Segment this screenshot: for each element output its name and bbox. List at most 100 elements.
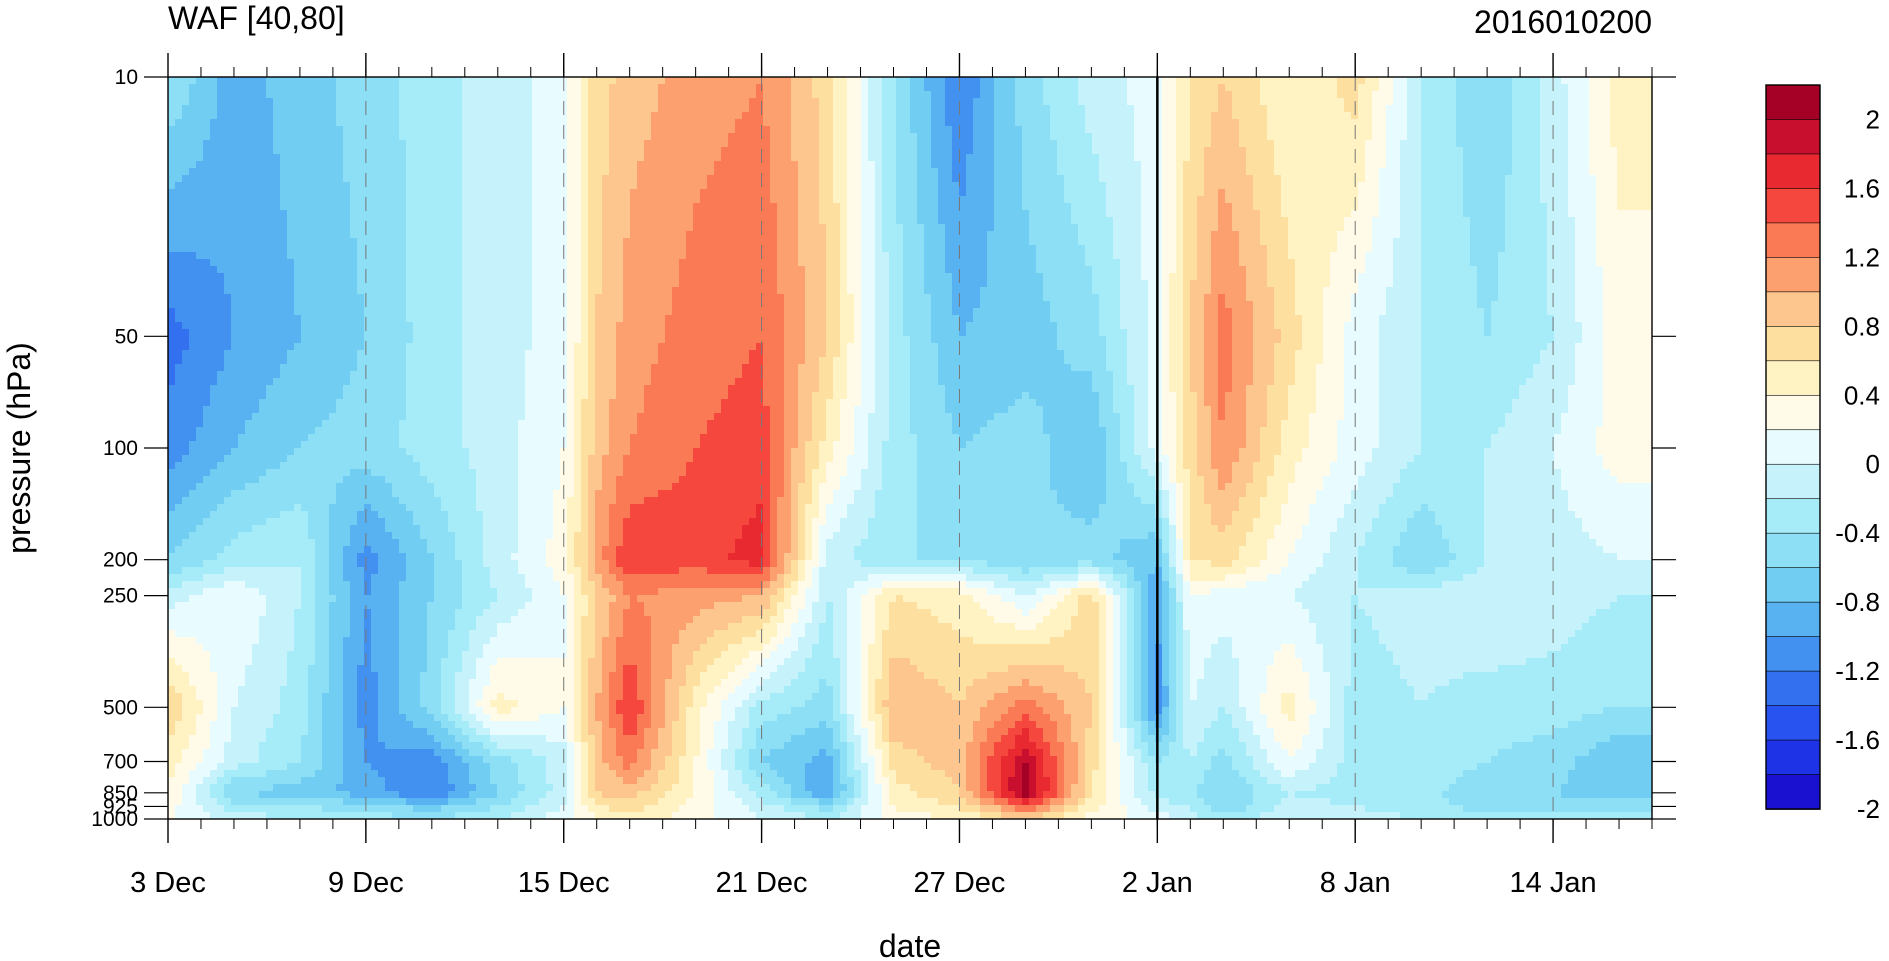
contour-cell [707, 133, 715, 141]
contour-cell [308, 182, 316, 190]
contour-cell [427, 140, 435, 148]
contour-cell [1239, 154, 1247, 162]
contour-cell [329, 98, 337, 106]
contour-cell [238, 175, 246, 183]
contour-cell [770, 231, 778, 239]
contour-cell [1603, 196, 1611, 204]
contour-cell [1225, 133, 1233, 141]
contour-cell [1561, 217, 1569, 225]
contour-cell [217, 105, 225, 113]
contour-cell [1218, 168, 1226, 176]
contour-cell [399, 196, 407, 204]
contour-cell [1456, 182, 1464, 190]
contour-cell [189, 238, 197, 246]
contour-cell [511, 203, 519, 211]
contour-cell [357, 182, 365, 190]
contour-cell [693, 147, 701, 155]
contour-cell [798, 161, 806, 169]
contour-cell [210, 203, 218, 211]
contour-cell [168, 161, 176, 169]
contour-cell [1617, 147, 1625, 155]
contour-cell [819, 231, 827, 239]
contour-cell [1638, 224, 1646, 232]
contour-cell [1477, 161, 1485, 169]
contour-cell [1505, 126, 1513, 134]
contour-cell [1358, 168, 1366, 176]
contour-cell [1106, 231, 1114, 239]
contour-cell [840, 126, 848, 134]
contour-cell [1463, 147, 1471, 155]
contour-cell [525, 77, 533, 85]
contour-cell [1442, 105, 1450, 113]
contour-cell [1463, 210, 1471, 218]
contour-cell [1631, 154, 1639, 162]
contour-cell [1470, 161, 1478, 169]
contour-cell [735, 175, 743, 183]
contour-cell [1582, 189, 1590, 197]
contour-cell [1071, 119, 1079, 127]
contour-cell [1071, 77, 1079, 85]
contour-cell [770, 224, 778, 232]
contour-cell [602, 210, 610, 218]
contour-cell [742, 175, 750, 183]
contour-cell [392, 133, 400, 141]
contour-cell [385, 140, 393, 148]
contour-cell [546, 133, 554, 141]
contour-cell [1491, 154, 1499, 162]
contour-cell [1099, 182, 1107, 190]
contour-cell [175, 189, 183, 197]
contour-cell [924, 189, 932, 197]
contour-cell [945, 91, 953, 99]
contour-cell [1386, 217, 1394, 225]
contour-cell [539, 154, 547, 162]
contour-cell [350, 119, 358, 127]
contour-cell [1589, 133, 1597, 141]
contour-cell [609, 203, 617, 211]
contour-cell [819, 210, 827, 218]
contour-cell [1176, 196, 1184, 204]
contour-cell [595, 147, 603, 155]
contour-cell [1316, 168, 1324, 176]
contour-cell [497, 84, 505, 92]
contour-cell [1029, 231, 1037, 239]
contour-cell [1253, 126, 1261, 134]
contour-cell [259, 112, 267, 120]
contour-cell [581, 77, 589, 85]
contour-cell [1561, 161, 1569, 169]
contour-cell [448, 203, 456, 211]
contour-cell [525, 119, 533, 127]
contour-cell [1043, 182, 1051, 190]
contour-cell [903, 182, 911, 190]
contour-cell [1505, 196, 1513, 204]
contour-cell [168, 196, 176, 204]
contour-cell [903, 217, 911, 225]
contour-cell [1358, 84, 1366, 92]
contour-cell [1148, 217, 1156, 225]
contour-cell [1036, 119, 1044, 127]
contour-cell [987, 168, 995, 176]
contour-cell [287, 98, 295, 106]
contour-cell [735, 112, 743, 120]
contour-cell [1064, 224, 1072, 232]
contour-cell [175, 161, 183, 169]
contour-cell [217, 231, 225, 239]
contour-cell [1449, 224, 1457, 232]
contour-cell [728, 231, 736, 239]
contour-cell [1449, 196, 1457, 204]
contour-cell [777, 98, 785, 106]
contour-cell [1239, 203, 1247, 211]
contour-cell [707, 77, 715, 85]
contour-cell [1169, 203, 1177, 211]
contour-cell [329, 231, 337, 239]
contour-cell [301, 84, 309, 92]
contour-cell [1344, 161, 1352, 169]
contour-cell [399, 154, 407, 162]
contour-cell [609, 210, 617, 218]
contour-cell [826, 119, 834, 127]
contour-cell [1169, 231, 1177, 239]
contour-cell [1568, 112, 1576, 120]
contour-cell [308, 217, 316, 225]
contour-cell [427, 154, 435, 162]
contour-cell [763, 119, 771, 127]
contour-cell [1064, 203, 1072, 211]
